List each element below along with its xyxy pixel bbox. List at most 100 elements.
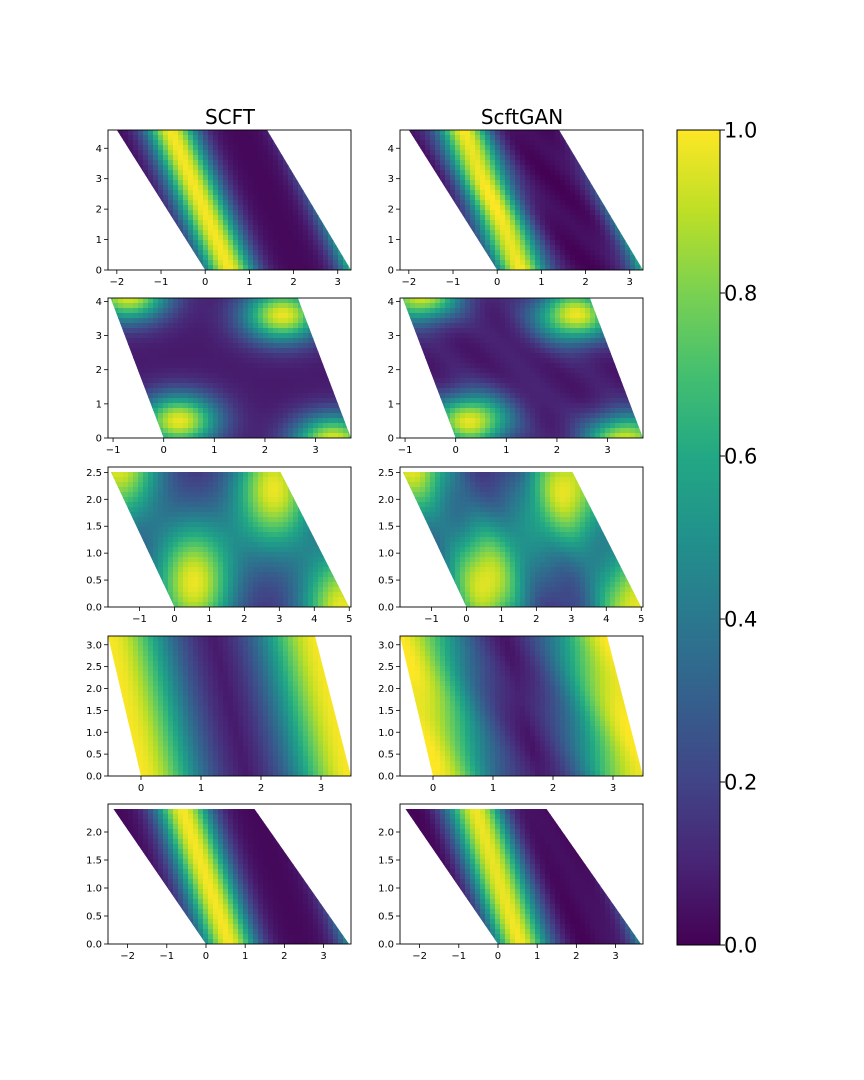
heatmap-cell	[555, 150, 561, 156]
heatmap-cell	[198, 557, 204, 563]
heatmap-cell	[213, 393, 219, 399]
heatmap-cell	[238, 403, 244, 409]
heatmap-cell	[208, 205, 214, 211]
heatmap-cell	[143, 512, 149, 518]
heatmap-cell	[313, 225, 319, 231]
heatmap-cell	[545, 205, 551, 211]
heatmap-cell	[143, 487, 149, 493]
heatmap-cell	[520, 175, 526, 181]
heatmap-cell	[213, 225, 219, 231]
heatmap-cell	[460, 398, 466, 404]
heatmap-cell	[540, 303, 546, 309]
heatmap-cell	[490, 220, 496, 226]
heatmap-cell	[243, 130, 249, 136]
heatmap-cell	[238, 408, 244, 414]
heatmap-cell	[505, 343, 511, 349]
heatmap-cell	[595, 383, 601, 389]
heatmap-cell	[545, 298, 551, 304]
heatmap-cell	[163, 343, 169, 349]
x-tick-label: 2	[262, 445, 268, 456]
heatmap-cell	[540, 403, 546, 409]
heatmap-cell	[460, 165, 466, 171]
heatmap-cell	[168, 135, 174, 141]
heatmap-cell	[173, 482, 179, 488]
heatmap-cell	[158, 582, 164, 588]
heatmap-cell	[283, 393, 289, 399]
heatmap-cell	[620, 373, 626, 379]
heatmap-cell	[625, 265, 631, 270]
heatmap-cell	[158, 140, 164, 146]
heatmap-cell	[163, 368, 169, 374]
heatmap-cell	[293, 383, 299, 389]
heatmap-cell	[128, 318, 134, 324]
heatmap-cell	[460, 205, 466, 211]
heatmap-cell	[233, 502, 239, 508]
heatmap-cell	[545, 135, 551, 141]
heatmap-cell	[288, 562, 294, 568]
heatmap-cell	[283, 368, 289, 374]
heatmap-cell	[555, 433, 561, 438]
heatmap-cell	[128, 155, 134, 161]
heatmap-cell	[505, 230, 511, 236]
heatmap-cell	[525, 195, 531, 201]
heatmap-cell	[625, 378, 631, 384]
heatmap-cell	[420, 155, 426, 161]
heatmap-cell	[228, 502, 234, 508]
heatmap-cell	[435, 338, 441, 344]
heatmap-cell	[183, 353, 189, 359]
heatmap-cell	[480, 140, 486, 146]
heatmap-cell	[273, 472, 279, 478]
heatmap-cell	[328, 265, 334, 270]
heatmap-cell	[183, 358, 189, 364]
heatmap-cell	[278, 383, 284, 389]
heatmap-cell	[118, 135, 124, 141]
heatmap-cell	[208, 338, 214, 344]
heatmap-cell	[535, 160, 541, 166]
heatmap-cell	[495, 150, 501, 156]
heatmap-cell	[203, 552, 209, 558]
heatmap-cell	[530, 135, 536, 141]
heatmap-cell	[550, 255, 556, 261]
heatmap-cell	[253, 418, 259, 424]
heatmap-cell	[158, 205, 164, 211]
heatmap-cell	[263, 210, 269, 216]
heatmap-cell	[580, 358, 586, 364]
heatmap-cell	[233, 363, 239, 369]
heatmap-cell	[233, 225, 239, 231]
heatmap-cell	[123, 497, 129, 503]
heatmap-cell	[550, 165, 556, 171]
heatmap-cell	[540, 368, 546, 374]
heatmap-cell	[545, 403, 551, 409]
heatmap-cell	[308, 205, 314, 211]
heatmap-cell	[575, 180, 581, 186]
heatmap-cell	[278, 492, 284, 498]
heatmap-cell	[283, 502, 289, 508]
heatmap-cell	[495, 338, 501, 344]
heatmap-cell	[435, 180, 441, 186]
heatmap-cell	[133, 155, 139, 161]
heatmap-cell	[153, 502, 159, 508]
heatmap-cell	[470, 393, 476, 399]
heatmap-cell	[580, 328, 586, 334]
heatmap-cell	[233, 532, 239, 538]
heatmap-cell	[560, 353, 566, 359]
heatmap-cell	[510, 353, 516, 359]
heatmap-cell	[233, 333, 239, 339]
heatmap-cell	[495, 210, 501, 216]
heatmap-cell	[500, 240, 506, 246]
heatmap-cell	[208, 378, 214, 384]
heatmap-cell	[525, 358, 531, 364]
heatmap-cell	[268, 185, 274, 191]
heatmap-cell	[600, 255, 606, 261]
heatmap-cell	[188, 185, 194, 191]
heatmap-cell	[460, 303, 466, 309]
heatmap-cell	[253, 517, 259, 523]
y-tick-label: 2	[388, 205, 394, 216]
heatmap-cell	[109, 477, 114, 483]
heatmap-cell	[248, 373, 254, 379]
heatmap-cell	[183, 388, 189, 394]
heatmap-cell	[440, 388, 446, 394]
heatmap-cell	[510, 413, 516, 419]
heatmap-cell	[318, 383, 324, 389]
heatmap-cell	[550, 413, 556, 419]
